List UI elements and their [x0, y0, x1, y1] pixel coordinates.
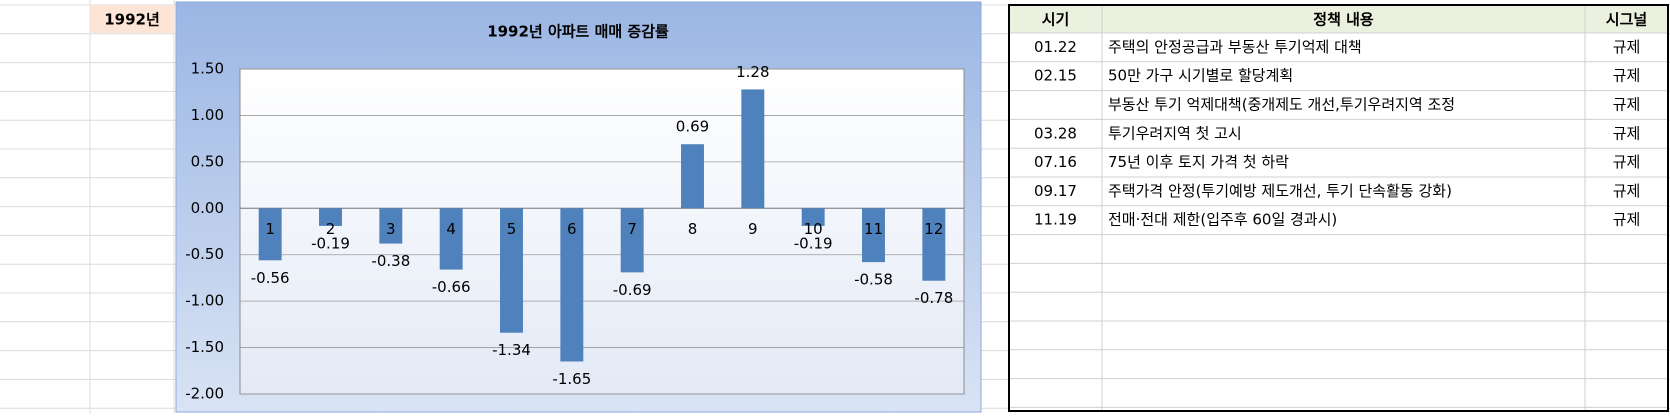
x-tick-label: 5	[507, 220, 517, 238]
bar	[922, 208, 946, 281]
table-header: 시기	[1042, 11, 1070, 29]
y-tick-label: 0.00	[191, 199, 224, 217]
bar	[862, 208, 885, 263]
table-border	[1008, 4, 1669, 412]
table-header: 시그널	[1606, 11, 1647, 29]
date-cell: 02.15	[1034, 67, 1077, 85]
data-label: -0.78	[914, 289, 953, 307]
x-tick-label: 12	[924, 220, 943, 238]
data-label: -0.69	[613, 281, 652, 299]
sheet-label: 1992년	[104, 11, 160, 29]
policy-cell: 50만 가구 시기별로 할당계획	[1108, 67, 1293, 85]
x-tick-label: 3	[386, 220, 396, 238]
y-tick-label: -1.50	[185, 338, 224, 356]
bar	[258, 208, 282, 261]
signal-cell: 규제	[1613, 38, 1641, 56]
bar	[801, 208, 825, 226]
x-tick-label: 7	[627, 220, 637, 238]
data-label: -1.34	[492, 341, 531, 359]
data-label: -0.56	[251, 269, 290, 287]
x-tick-label: 2	[326, 220, 336, 238]
table-header-bg	[1009, 5, 1668, 33]
signal-cell: 규제	[1613, 153, 1641, 171]
data-label: 0.69	[676, 118, 709, 136]
bar	[681, 144, 704, 209]
y-tick-label: 1.50	[191, 60, 224, 78]
x-tick-label: 4	[446, 220, 456, 238]
policy-cell: 75년 이후 토지 가격 첫 하락	[1108, 153, 1289, 171]
signal-cell: 규제	[1613, 124, 1641, 142]
y-tick-label: 0.50	[191, 152, 224, 170]
policy-cell: 투기우려지역 첫 고시	[1108, 124, 1242, 142]
date-cell: 09.17	[1034, 182, 1077, 200]
date-cell: 01.22	[1034, 38, 1077, 56]
policy-cell: 부동산 투기 억제대책(중개제도 개선,투기우려지역 조정	[1108, 96, 1455, 114]
x-tick-label: 1	[265, 220, 275, 238]
y-tick-label: 1.00	[191, 106, 224, 124]
signal-cell: 규제	[1613, 67, 1641, 85]
data-label: -0.19	[311, 234, 350, 252]
plot-area	[239, 68, 965, 395]
chart-title: 1992년 아파트 매매 증감률	[487, 23, 669, 41]
table-bg	[1009, 5, 1668, 411]
bar	[741, 89, 765, 209]
signal-cell: 규제	[1613, 211, 1641, 229]
data-label: 1.28	[736, 63, 769, 81]
policy-cell: 주택의 안정공급과 부동산 투기억제 대책	[1108, 38, 1362, 56]
data-label: -1.65	[552, 370, 591, 388]
date-cell: 03.28	[1034, 124, 1077, 142]
y-tick-label: -0.50	[185, 245, 224, 263]
y-tick-label: -2.00	[185, 385, 224, 403]
data-label: -0.66	[432, 278, 471, 296]
bar	[379, 208, 403, 244]
bar	[620, 208, 644, 273]
policy-cell: 주택가격 안정(투기예방 제도개선, 투기 단속활동 강화)	[1108, 182, 1452, 200]
date-cell: 11.19	[1034, 211, 1077, 229]
policy-cell: 전매·전대 제한(입주후 60일 경과시)	[1108, 211, 1337, 229]
x-tick-label: 6	[567, 220, 577, 238]
bar	[319, 208, 342, 226]
y-tick-label: -1.00	[185, 292, 224, 310]
x-tick-label: 11	[864, 220, 883, 238]
data-label: -0.19	[794, 234, 833, 252]
bar	[500, 208, 523, 333]
date-cell: 07.16	[1034, 153, 1077, 171]
signal-cell: 규제	[1613, 96, 1641, 114]
bar	[560, 208, 584, 362]
table-header: 정책 내용	[1313, 11, 1374, 29]
x-tick-label: 8	[688, 220, 698, 238]
data-label: -0.38	[371, 252, 410, 270]
signal-cell: 규제	[1613, 182, 1641, 200]
sheet-label-cell	[90, 5, 174, 33]
data-label: -0.58	[854, 271, 893, 289]
x-tick-label: 9	[748, 220, 758, 238]
x-tick-label: 10	[804, 220, 823, 238]
bar	[439, 208, 463, 270]
